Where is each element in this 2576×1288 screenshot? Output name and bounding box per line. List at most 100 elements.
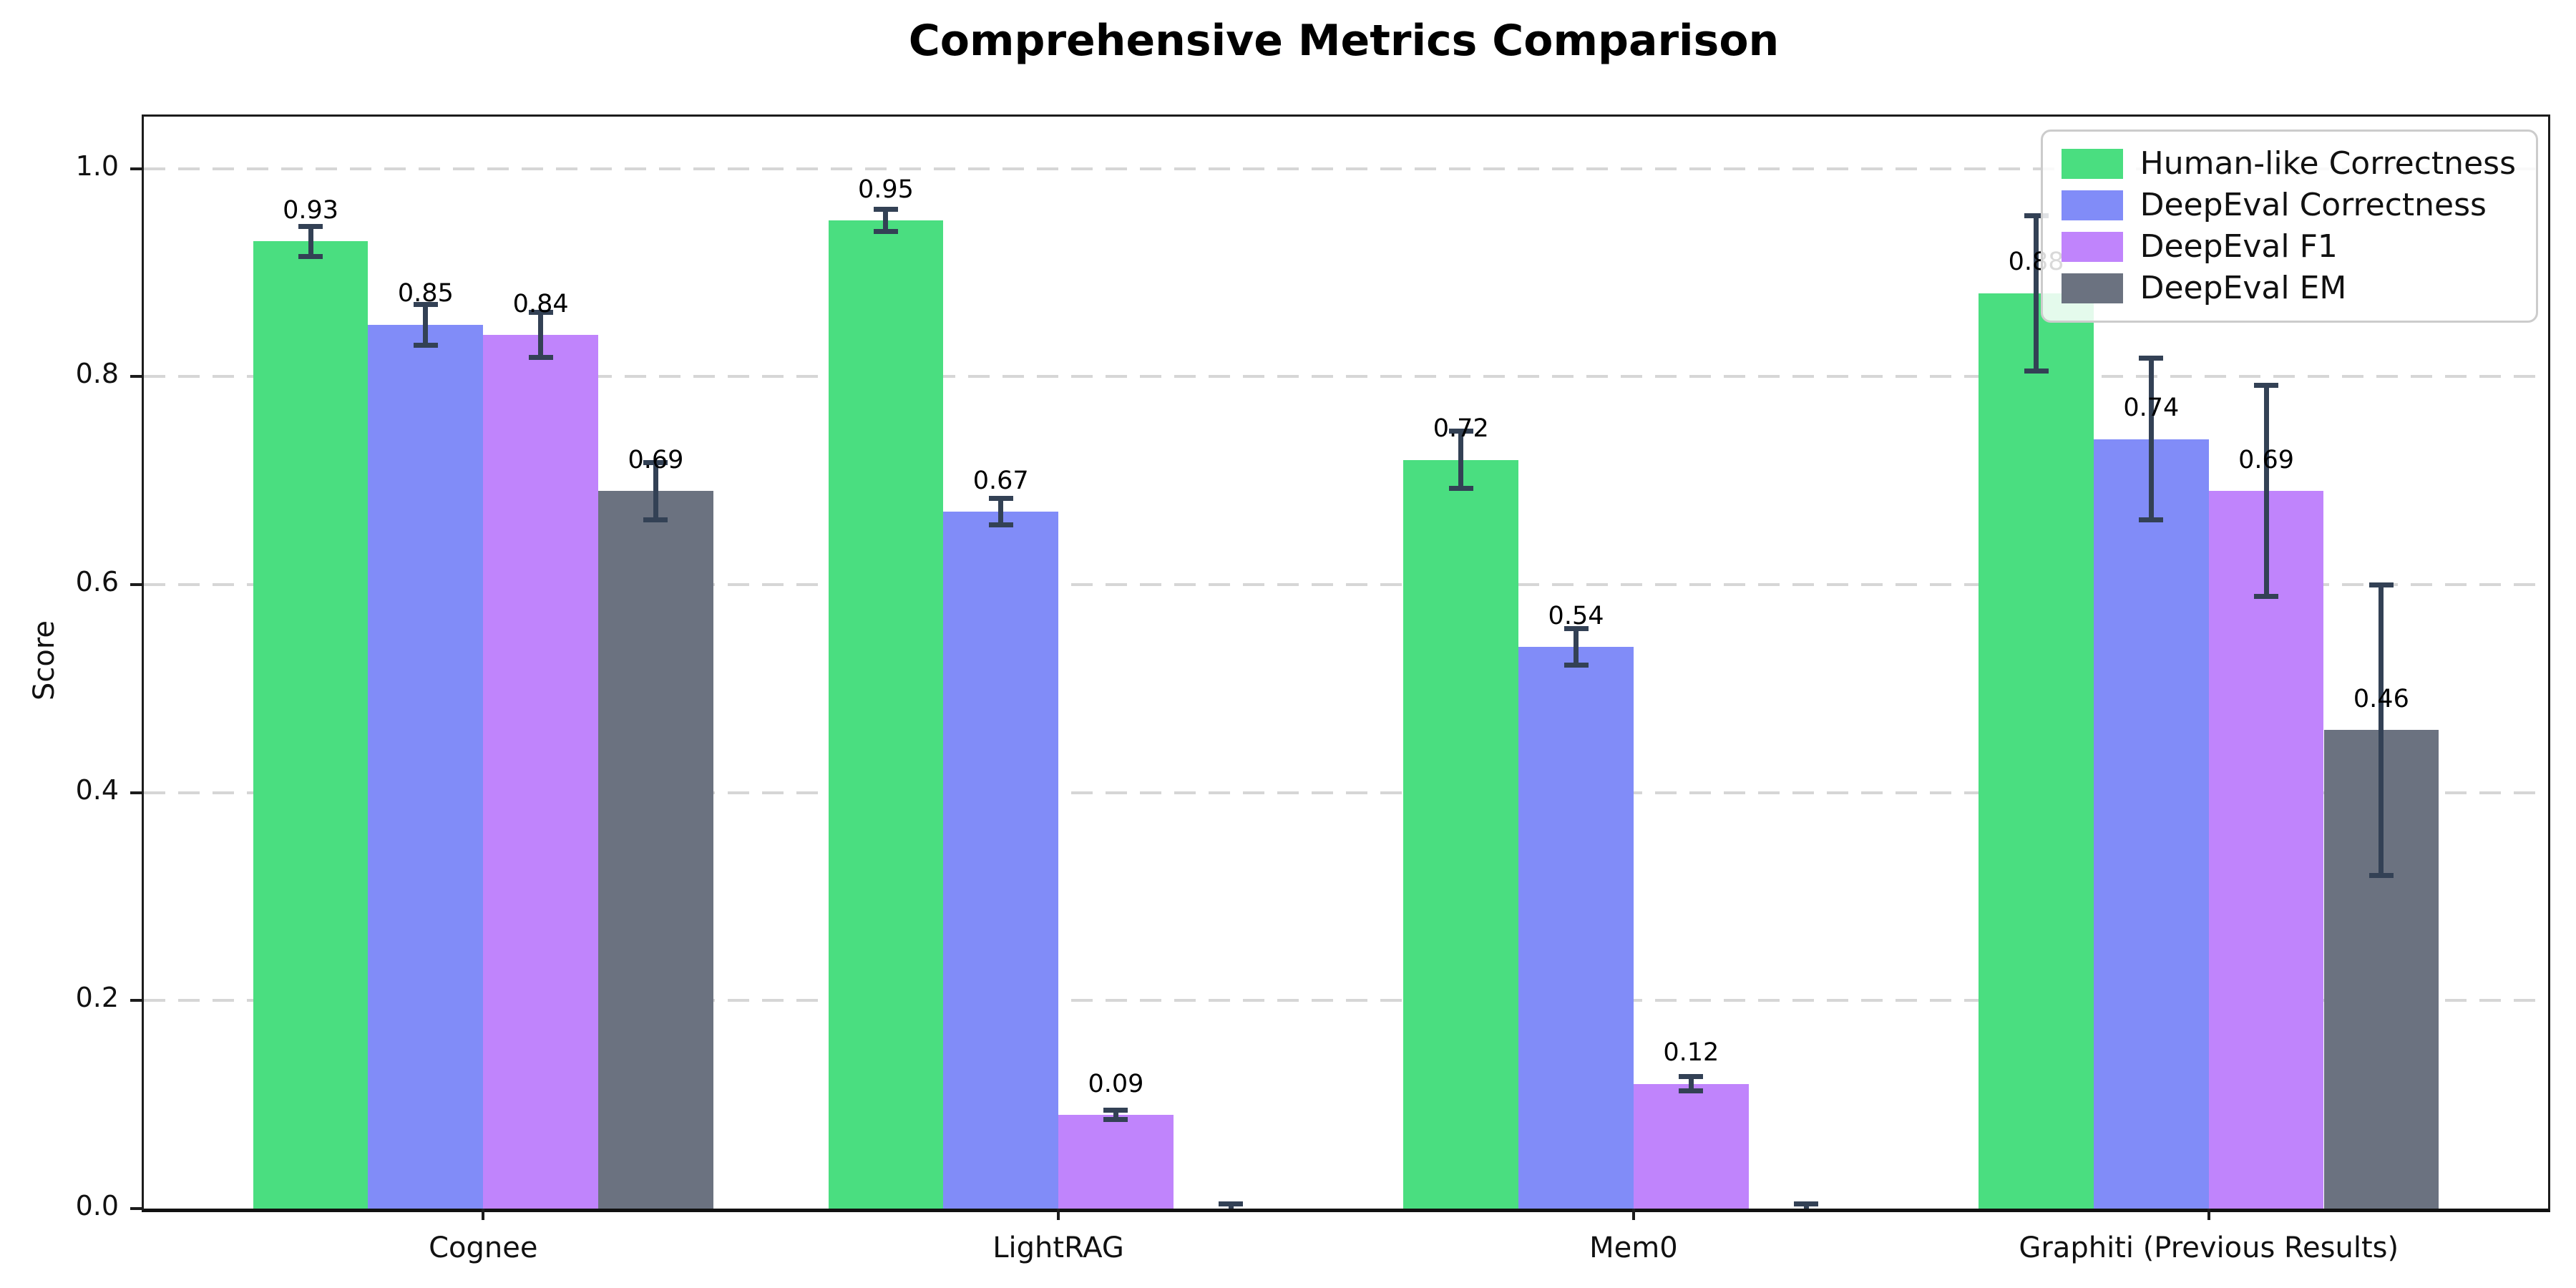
gridline <box>144 999 2548 1002</box>
error-bar <box>538 312 544 358</box>
error-bar <box>423 303 429 346</box>
bar <box>483 335 598 1209</box>
x-tick-label: Mem0 <box>1589 1231 1678 1264</box>
y-tick-label: 0.8 <box>75 358 119 390</box>
legend-item: DeepEval EM <box>2061 268 2516 309</box>
bar-value-label: 0.95 <box>857 175 914 204</box>
x-tick <box>482 1209 485 1220</box>
bar-value-label: 0.85 <box>397 279 454 308</box>
error-bar-cap-bottom <box>873 229 898 235</box>
error-bar-cap-bottom <box>2139 517 2164 522</box>
bar <box>1403 459 1519 1209</box>
error-bar-cap-top <box>2368 582 2394 587</box>
gridline <box>144 375 2548 379</box>
bar-value-label: 0.12 <box>1663 1038 1719 1067</box>
error-bar <box>1458 430 1464 489</box>
gridline <box>144 167 2548 170</box>
error-bar <box>308 225 313 258</box>
bar-value-label: 0.84 <box>512 289 569 318</box>
error-bar-cap-top <box>1563 626 1589 632</box>
error-bar-cap-bottom <box>298 254 323 260</box>
error-bar-cap-top <box>298 223 323 229</box>
error-bar-cap-top <box>873 207 898 213</box>
error-bar-cap-bottom <box>1563 663 1589 668</box>
bar <box>1979 293 2094 1209</box>
y-tick <box>130 375 144 379</box>
legend-swatch-icon <box>2061 149 2123 179</box>
error-bar-cap-top <box>1219 1201 1244 1206</box>
x-tick <box>2207 1209 2210 1220</box>
bar-value-label: 0.54 <box>1548 601 1604 630</box>
x-tick-label: Graphiti (Previous Results) <box>2019 1231 2399 1264</box>
plot-area: Human-like Correctness DeepEval Correctne… <box>76 114 2550 1264</box>
bar <box>1633 1083 1749 1209</box>
error-bar-cap-top <box>1794 1201 1819 1206</box>
y-tick-label: 1.0 <box>75 150 119 182</box>
bar <box>2208 491 2324 1209</box>
bar <box>598 491 713 1209</box>
x-tick <box>1631 1209 1635 1220</box>
y-tick <box>130 583 144 586</box>
bar-value-label: 0.09 <box>1088 1069 1144 1098</box>
error-bar-cap-top <box>988 496 1013 502</box>
x-tick <box>1057 1209 1060 1220</box>
error-bar-cap-bottom <box>1679 1088 1704 1093</box>
x-tick-label: LightRAG <box>992 1231 1124 1264</box>
gridline <box>144 583 2548 586</box>
error-bar-cap-top <box>2024 213 2049 219</box>
bar-value-label: 0.72 <box>1433 414 1489 443</box>
error-bar <box>2034 215 2039 372</box>
error-bar-cap-bottom <box>413 342 438 348</box>
bar-value-label: 0.46 <box>2353 684 2409 713</box>
bar-value-label: 0.69 <box>2238 445 2295 474</box>
error-bar-cap-top <box>2254 382 2279 388</box>
y-tick <box>130 1207 144 1210</box>
legend-label: DeepEval F1 <box>2140 228 2338 265</box>
error-bar-cap-bottom <box>2368 872 2394 878</box>
error-bar-cap-bottom <box>1448 486 1473 492</box>
bar-value-label: 0.69 <box>628 445 684 474</box>
error-bar-cap-bottom <box>988 522 1013 528</box>
error-bar <box>653 462 658 520</box>
error-bar-cap-bottom <box>2024 369 2049 374</box>
error-bar <box>2263 384 2269 597</box>
error-bar-cap-top <box>528 310 553 316</box>
bar-value-label: 0.74 <box>2123 393 2180 422</box>
y-tick-label: 0.6 <box>75 566 119 597</box>
legend-item: Human-like Correctness <box>2061 143 2516 185</box>
error-bar-cap-bottom <box>643 517 668 522</box>
error-bar-cap-top <box>2139 356 2164 361</box>
y-tick <box>130 999 144 1002</box>
legend-label: DeepEval EM <box>2140 270 2347 306</box>
legend-label: Human-like Correctness <box>2140 145 2516 182</box>
legend-item: DeepEval Correctness <box>2061 185 2516 226</box>
legend-label: DeepEval Correctness <box>2140 187 2487 223</box>
error-bar-cap-bottom <box>528 355 553 361</box>
bar <box>253 241 369 1209</box>
error-bar-cap-top <box>413 301 438 307</box>
error-bar-cap-bottom <box>1103 1117 1128 1123</box>
error-bar-cap-bottom <box>2254 594 2279 600</box>
error-bar-cap-top <box>1103 1107 1128 1113</box>
bar <box>1518 647 1634 1209</box>
error-bar <box>998 498 1004 526</box>
error-bar <box>1113 1109 1118 1121</box>
x-tick-label: Cognee <box>429 1231 538 1264</box>
chart-title: Comprehensive Metrics Comparison <box>908 16 1780 66</box>
y-tick-label: 0.2 <box>75 982 119 1014</box>
error-bar <box>883 209 889 233</box>
bar <box>2093 439 2209 1209</box>
legend-swatch-icon <box>2061 232 2123 262</box>
error-bar <box>1688 1076 1694 1091</box>
legend-item: DeepEval F1 <box>2061 226 2516 268</box>
bar-value-label: 0.67 <box>972 466 1029 495</box>
y-axis-label: Score <box>28 620 61 701</box>
legend: Human-like Correctness DeepEval Correctne… <box>2040 130 2538 323</box>
bar <box>943 512 1059 1209</box>
error-bar <box>2148 358 2154 520</box>
bar-value-label: 0.93 <box>283 195 339 225</box>
legend-swatch-icon <box>2061 273 2123 303</box>
y-tick <box>130 167 144 170</box>
error-bar-cap-top <box>643 459 668 465</box>
